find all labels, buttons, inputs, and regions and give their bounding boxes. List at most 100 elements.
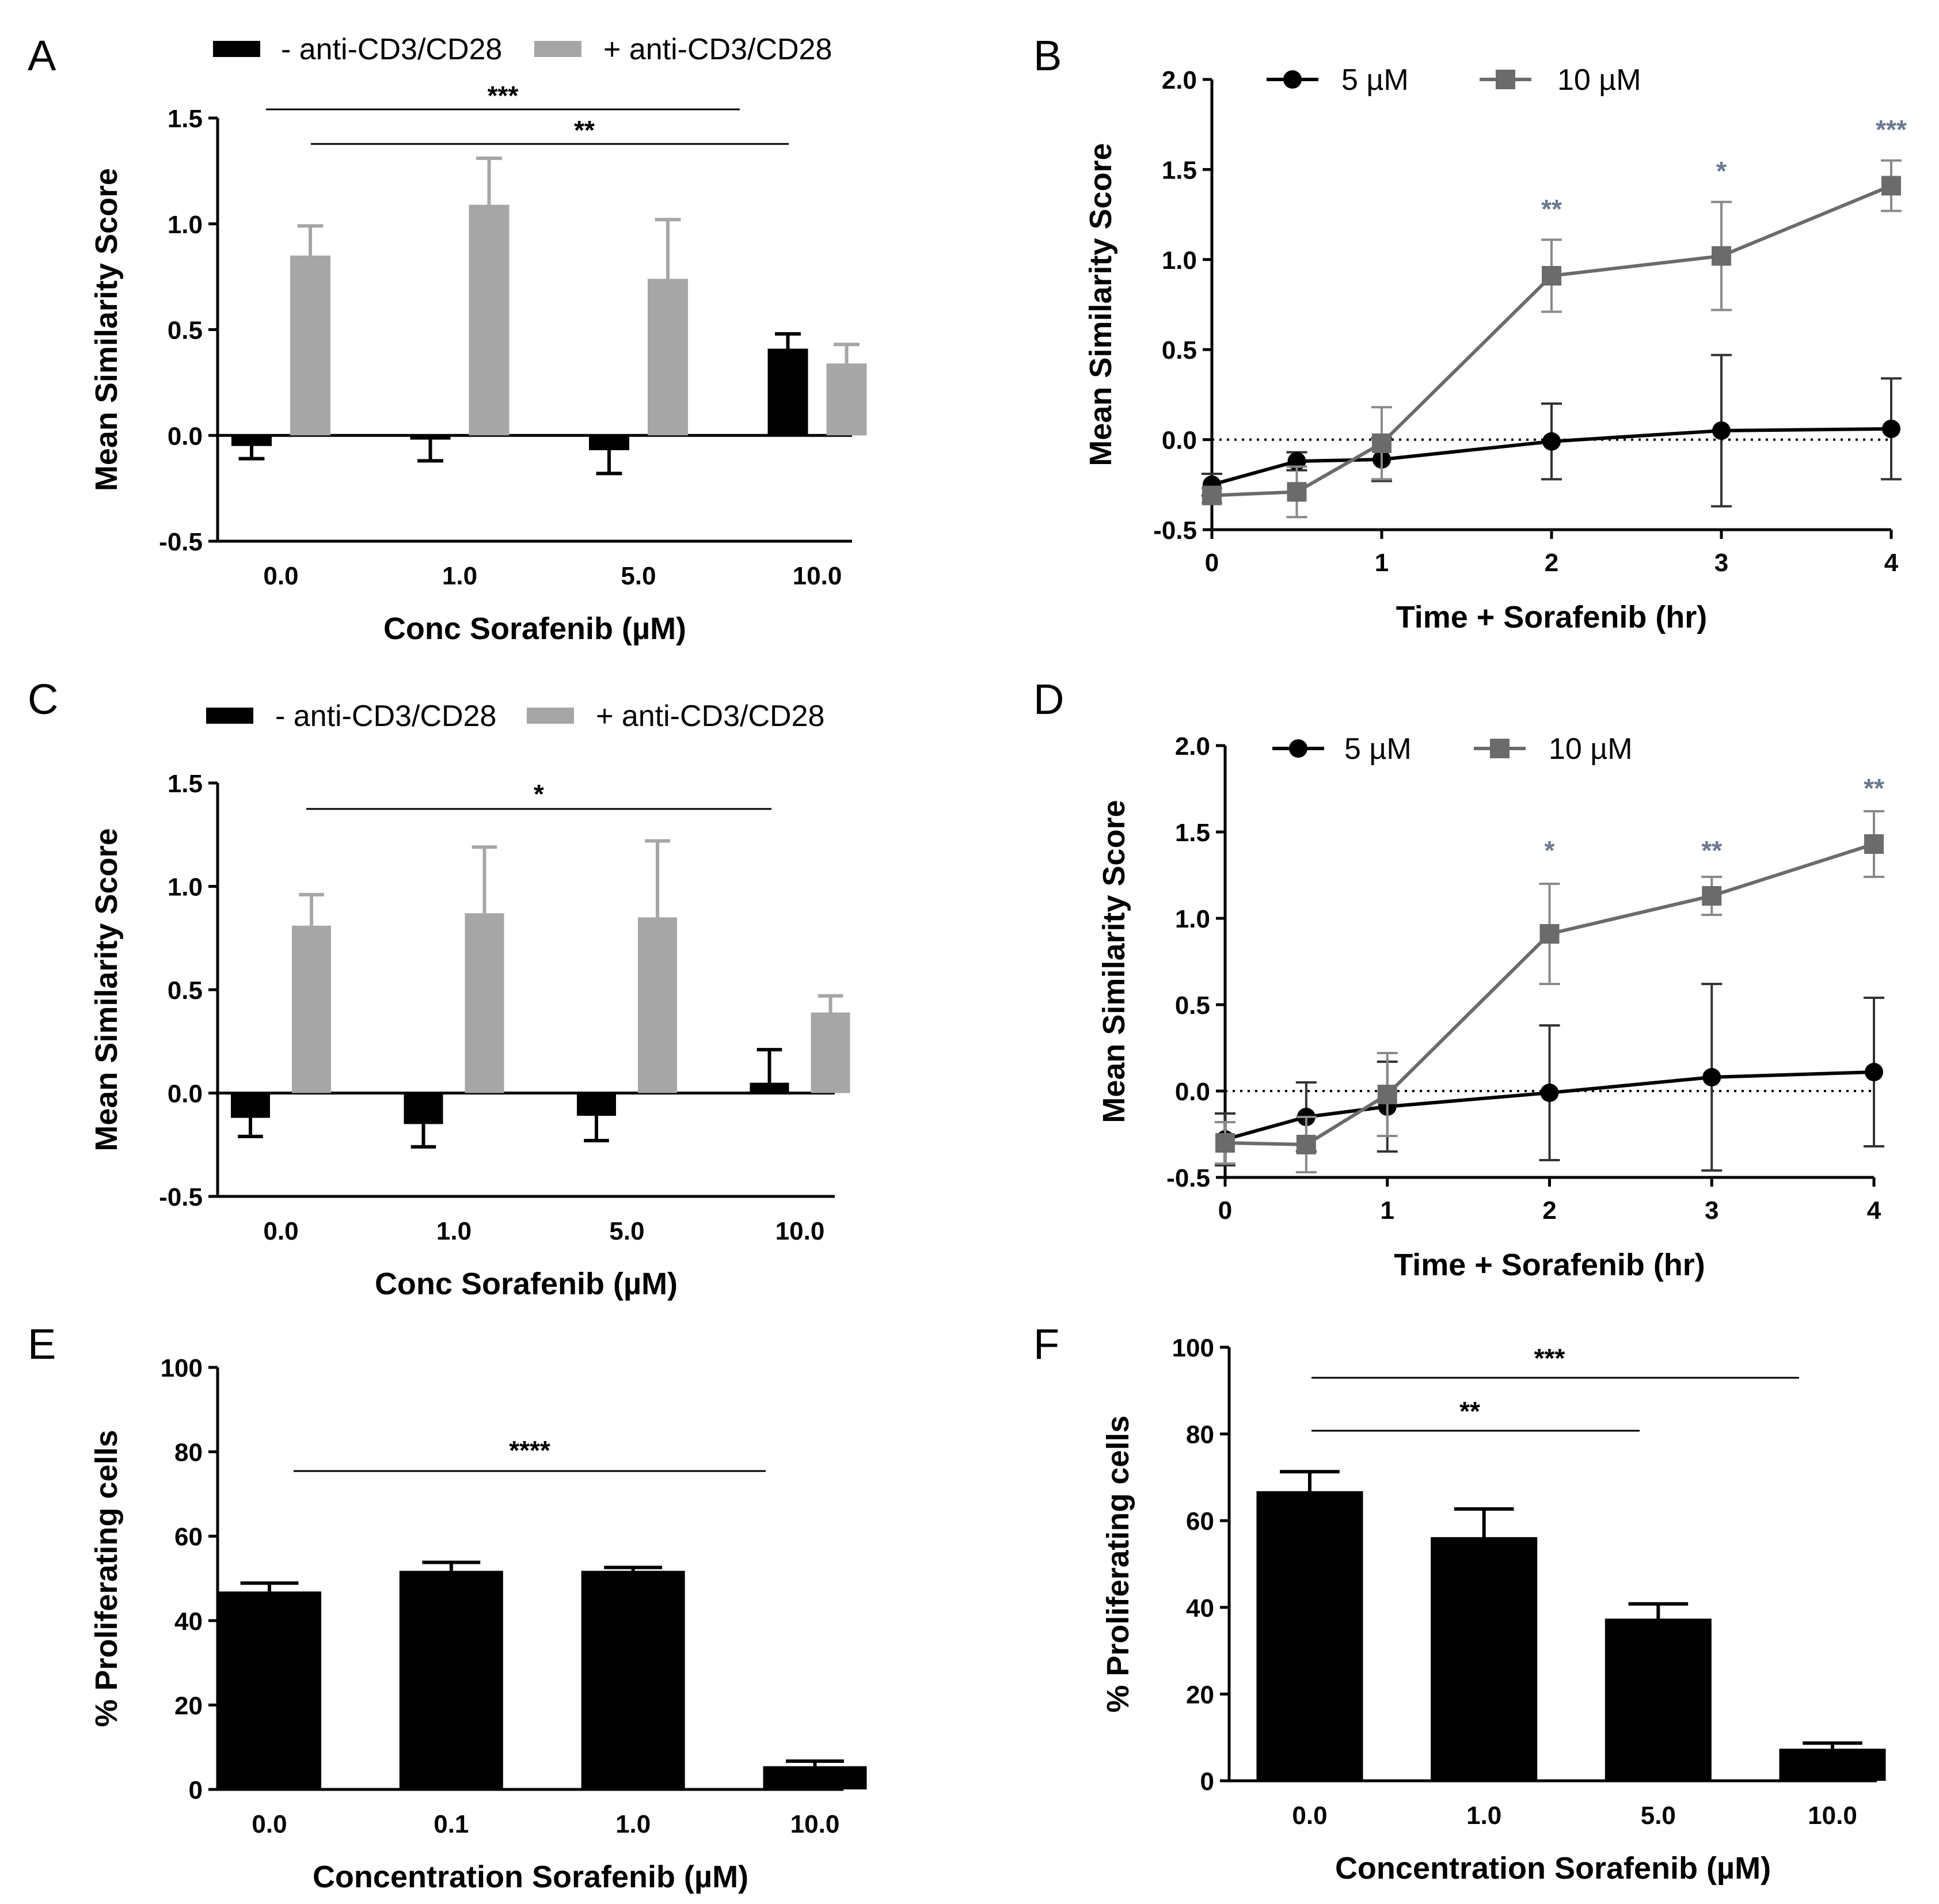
bar xyxy=(469,204,510,436)
y-tick-label: -0.5 xyxy=(159,1183,203,1211)
x-tick-label: 4 xyxy=(1884,549,1899,577)
legend-swatch xyxy=(527,708,574,724)
y-tick-label: 60 xyxy=(174,1523,203,1551)
y-tick-label: 100 xyxy=(1172,1334,1214,1362)
data-point xyxy=(1377,1085,1397,1104)
legend-label: - anti-CD3/CD28 xyxy=(281,33,502,66)
panel-a: A - anti-CD3/CD28 + anti-CD3/CD28 -0.5 0.0 0.… xyxy=(28,32,867,646)
y-tick-label: 40 xyxy=(174,1607,203,1636)
data-point xyxy=(1296,1135,1316,1154)
x-tick-label: 10.0 xyxy=(790,1810,840,1838)
series-line xyxy=(1211,427,1892,487)
significance-label: ** xyxy=(1864,773,1884,803)
significance-label: * xyxy=(1716,156,1727,186)
bar xyxy=(826,363,867,436)
bar xyxy=(581,1571,685,1789)
panel-d: D5 µM 10 µM-0.50.00.51.01.52.00 1 2 3 4* ****M… xyxy=(1033,675,1884,1282)
bar xyxy=(292,925,331,1093)
y-tick-label: 1.0 xyxy=(168,873,203,902)
data-point xyxy=(1372,433,1391,453)
y-axis-title: % Proliferating cells xyxy=(1101,1415,1135,1712)
x-tick-label: 3 xyxy=(1705,1196,1719,1225)
bar xyxy=(1605,1618,1712,1781)
x-axis-title: Concentration Sorafenib (µM) xyxy=(1335,1851,1771,1886)
legend-marker xyxy=(1283,70,1302,89)
panel-b: B5 µM 10 µM-0.50.00.51.01.52.00 1 2 3 4******… xyxy=(1033,32,1907,634)
y-tick-label: 0.5 xyxy=(168,317,203,345)
bar xyxy=(1779,1749,1886,1781)
bar xyxy=(638,917,677,1093)
x-tick-label: 0.0 xyxy=(263,1217,298,1245)
y-tick-label: 1.5 xyxy=(168,105,203,133)
x-axis-title: Conc Sorafenib (µM) xyxy=(383,611,686,646)
bar xyxy=(410,435,451,440)
significance-label: * xyxy=(1545,835,1555,865)
y-tick-label: 20 xyxy=(1186,1681,1214,1709)
data-point xyxy=(1865,1063,1883,1081)
y-tick-label: -0.5 xyxy=(1166,1164,1210,1192)
panel-letter: B xyxy=(1033,32,1062,79)
y-axis-title: % Proliferating cells xyxy=(89,1430,124,1727)
x-tick-label: 2 xyxy=(1545,549,1558,577)
y-tick-label: 1.0 xyxy=(1175,905,1210,933)
data-point xyxy=(1712,246,1731,266)
y-tick-label: 40 xyxy=(1186,1594,1214,1622)
y-tick-label: 0.0 xyxy=(168,422,203,450)
panel-e: E 0 20 40 60 80 100 0.0 0.1 1.0 10.0 **** % Prolifer… xyxy=(28,1320,867,1894)
series-line xyxy=(1225,842,1875,1147)
panel-letter: A xyxy=(28,32,56,79)
data-point xyxy=(1702,886,1722,906)
panel-letter: D xyxy=(1033,675,1064,723)
legend-label: 10 µM xyxy=(1557,63,1641,97)
x-axis-title: Time + Sorafenib (hr) xyxy=(1396,600,1708,634)
y-tick-label: -0.5 xyxy=(159,528,203,556)
x-tick-label: 5.0 xyxy=(621,562,656,590)
legend-label: 5 µM xyxy=(1344,732,1412,766)
x-tick-label: 0 xyxy=(1205,549,1219,577)
x-tick-label: 1 xyxy=(1381,1196,1394,1225)
bar xyxy=(465,913,504,1093)
legend-label: - anti-CD3/CD28 xyxy=(275,700,496,733)
y-axis-title: Mean Similarity Score xyxy=(1097,800,1131,1123)
y-tick-label: 100 xyxy=(161,1354,203,1382)
panel-letter: F xyxy=(1033,1320,1059,1368)
significance-label: *** xyxy=(1876,115,1907,145)
y-tick-label: 60 xyxy=(1186,1507,1214,1536)
significance-label: ** xyxy=(574,115,595,145)
data-point xyxy=(1287,482,1307,502)
x-tick-label: 0.0 xyxy=(1292,1802,1327,1830)
y-tick-label: 2.0 xyxy=(1175,732,1210,761)
data-point xyxy=(1712,421,1731,440)
y-tick-label: 1.0 xyxy=(168,211,203,239)
legend-label: + anti-CD3/CD28 xyxy=(603,33,832,66)
y-tick-label: -0.5 xyxy=(1153,516,1197,545)
bar xyxy=(399,1571,503,1789)
bar xyxy=(231,1093,270,1118)
panel-letter: C xyxy=(28,675,58,723)
panel-letter: E xyxy=(28,1320,56,1368)
x-tick-label: 1.0 xyxy=(615,1810,651,1838)
data-point xyxy=(1864,834,1884,854)
y-tick-label: 2.0 xyxy=(1162,66,1197,94)
significance-label: ** xyxy=(1459,1396,1480,1426)
bar xyxy=(763,1766,867,1789)
y-tick-label: 0.0 xyxy=(1162,427,1197,455)
series-line xyxy=(1225,1070,1875,1141)
data-point xyxy=(1702,1068,1721,1086)
panel-c: C - anti-CD3/CD28 + anti-CD3/CD28 -0.5 0.0 0.… xyxy=(28,675,850,1301)
x-tick-label: 3 xyxy=(1714,549,1728,577)
bar xyxy=(648,279,688,436)
legend-label: 10 µM xyxy=(1549,732,1633,766)
significance-label: ** xyxy=(1701,835,1722,865)
y-tick-label: 0 xyxy=(189,1776,203,1804)
x-axis-title: Concentration Sorafenib (µM) xyxy=(313,1860,748,1894)
x-tick-label: 1 xyxy=(1375,549,1389,577)
y-tick-label: 0.0 xyxy=(1175,1078,1210,1106)
x-tick-label: 4 xyxy=(1867,1196,1881,1225)
bar xyxy=(218,1591,321,1789)
data-point xyxy=(1202,485,1222,506)
y-tick-label: 0.5 xyxy=(1162,336,1197,364)
bar xyxy=(589,435,629,450)
